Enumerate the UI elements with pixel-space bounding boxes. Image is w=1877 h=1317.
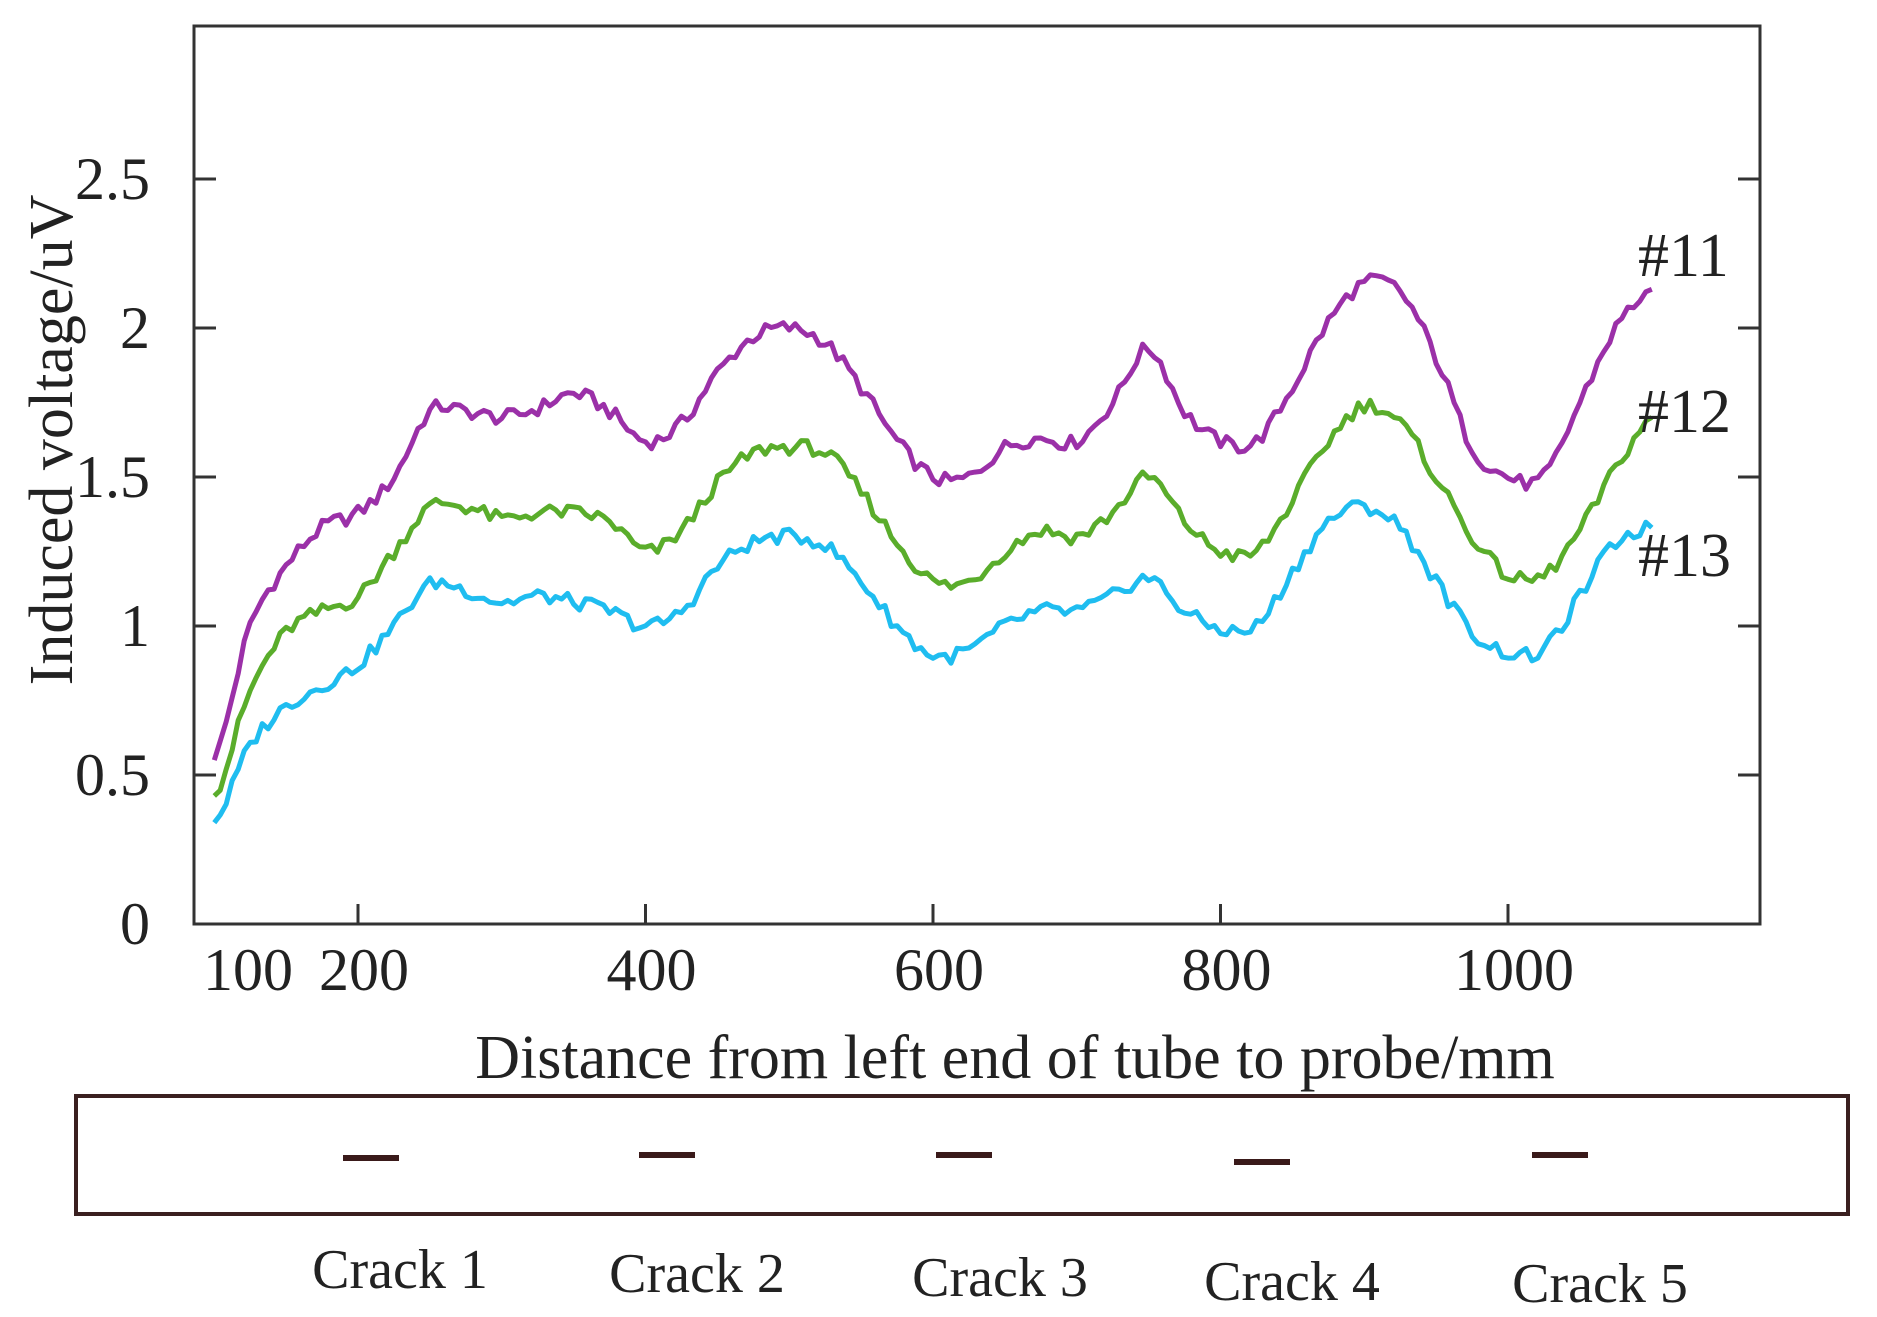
x-tick-label: 100 — [203, 937, 293, 1003]
crack-label: Crack 5 — [1512, 1253, 1688, 1315]
x-tick-label: 1000 — [1454, 937, 1574, 1003]
plot-area — [192, 24, 1762, 926]
crack-label: Crack 3 — [912, 1247, 1088, 1309]
x-axis-title: Distance from left end of tube to probe/… — [475, 1024, 1555, 1092]
axis-tick-labels: 100 200 400 600 800 1000 0 0.5 1 1.5 2 2.5 — [75, 146, 1574, 1003]
y-tick-label: 1 — [120, 593, 150, 659]
y-tick-label: 2.5 — [75, 146, 150, 212]
series-label: #13 — [1638, 522, 1731, 590]
y-axis-title: Induced voltage/uV — [18, 194, 86, 685]
series-label: #11 — [1638, 222, 1729, 290]
series-label: #12 — [1638, 378, 1731, 446]
x-tick-label: 200 — [319, 937, 409, 1003]
series-line — [212, 397, 1654, 798]
y-tick-label: 1.5 — [75, 444, 150, 510]
x-tick-label: 400 — [607, 937, 697, 1003]
series-line — [212, 499, 1654, 825]
series-lines — [211, 272, 1654, 825]
y-tick-label: 2 — [120, 295, 150, 361]
x-tick-label: 800 — [1182, 937, 1272, 1003]
x-tick-label: 600 — [894, 937, 984, 1003]
crack-labels: Crack 1 Crack 2 Crack 3 Crack 4 Crack 5 — [312, 1239, 1688, 1315]
y-tick-label: 0.5 — [75, 742, 150, 808]
crack-label: Crack 2 — [609, 1243, 785, 1305]
y-tick-label: 0 — [120, 891, 150, 957]
series-labels: #11 #12 #13 — [1638, 222, 1731, 590]
crack-label: Crack 1 — [312, 1239, 488, 1301]
series-line — [211, 272, 1653, 761]
axis-ticks — [194, 177, 1760, 926]
crack-label: Crack 4 — [1204, 1251, 1380, 1313]
tube-schematic-box — [74, 1094, 1850, 1216]
crack-markers — [343, 1152, 1588, 1165]
